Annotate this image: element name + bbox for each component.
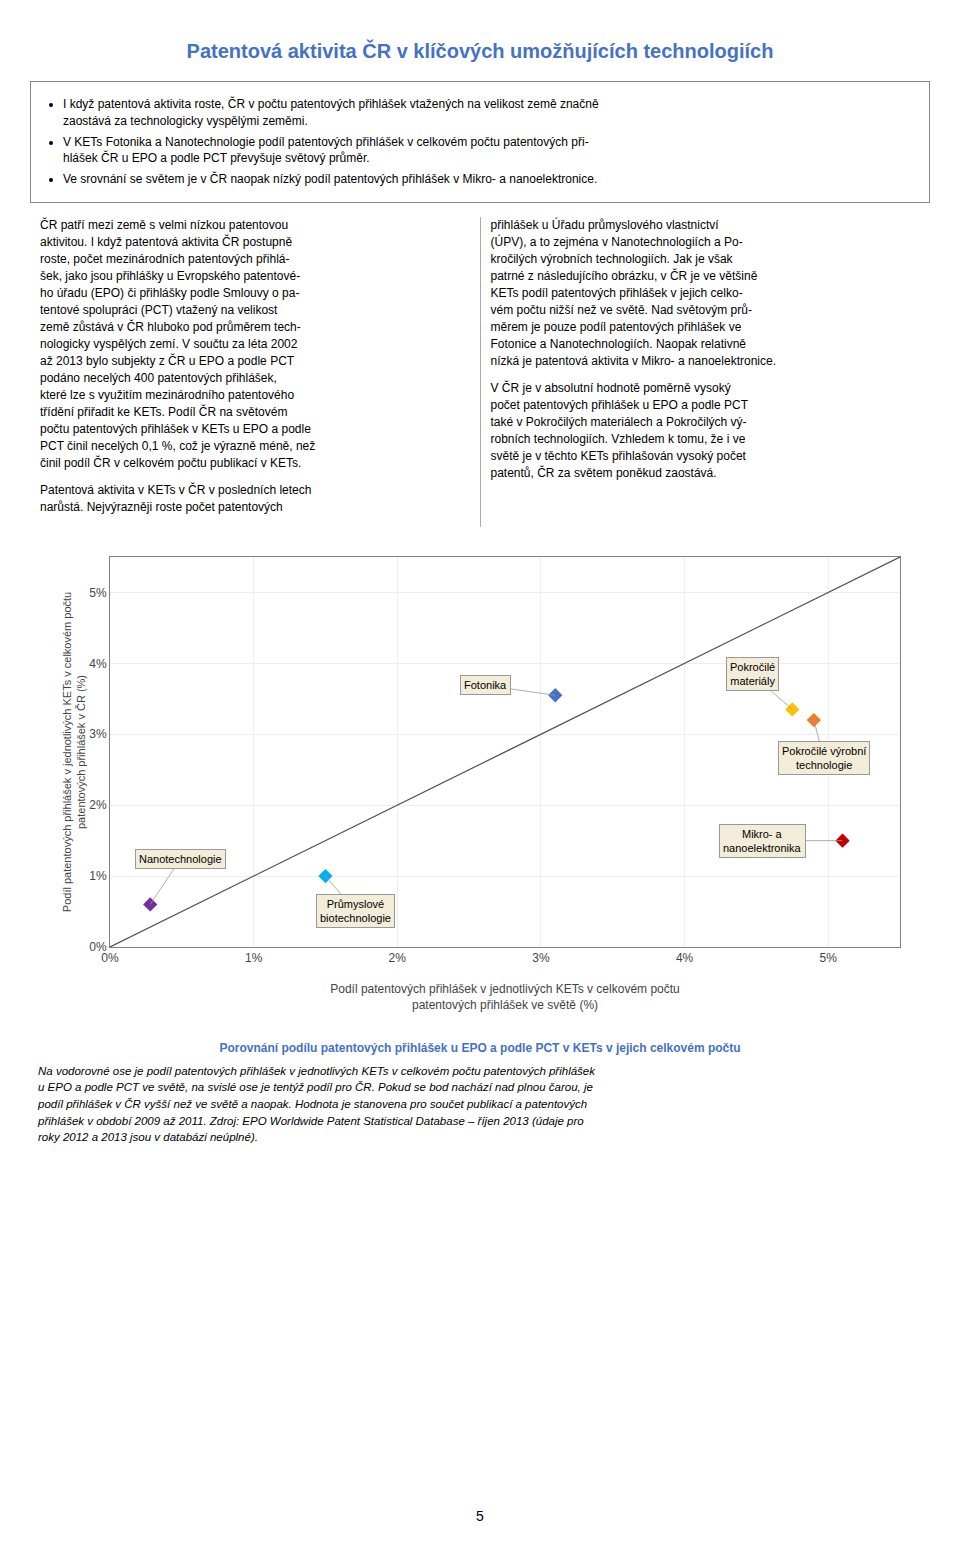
html-text:země zůstává v ČR hluboko pod: země zůstává v ČR hluboko pod průměrem t… — [40, 320, 301, 335]
svg-text:Průmyslovébiotechnologie: Průmyslovébiotechnologie — [320, 898, 391, 924]
html-text:také v Pokročilých materiálech: také v Pokročilých materiálech a Pokroči… — [490, 415, 747, 430]
svg-text:4%: 4% — [89, 656, 107, 670]
html-text:přihlášek v období 2009 až 201: přihlášek v období 2009 až 2011. Zdroj: … — [38, 1114, 584, 1127]
html-text:Na vodorovné ose je podíl pate: Na vodorovné ose je podíl patentových př… — [38, 1064, 595, 1077]
html-text:5: 5 — [476, 1508, 484, 1524]
html-text:patentů, ČR za světem poněkud: patentů, ČR za světem poněkud zaostává. — [490, 466, 717, 481]
svg-text:1%: 1% — [245, 951, 263, 965]
svg-text:3%: 3% — [532, 951, 550, 965]
html-text:V ČR je v absolutní hodnotě po: V ČR je v absolutní hodnotě poměrně vyso… — [490, 381, 731, 396]
svg-text:0%: 0% — [89, 940, 107, 954]
svg-text:Podíl patentových přihlášek v: Podíl patentových přihlášek v jednotlivý… — [330, 982, 680, 1012]
html-text:měrem je pouze podíl patentový: měrem je pouze podíl patentových přihláš… — [490, 320, 742, 335]
html-text:ho úřadu (EPO) či přihlášky po: ho úřadu (EPO) či přihlášky podle Smlouv… — [40, 286, 300, 301]
html-text:světě je v těchto KETs přihlaš: světě je v těchto KETs přihlašován vysok… — [490, 449, 746, 464]
svg-text:3%: 3% — [89, 727, 107, 741]
html-text:Porovnání podílu patentových p: Porovnání podílu patentových přihlášek u… — [219, 1040, 741, 1055]
svg-text:Fotonika: Fotonika — [464, 679, 507, 691]
html-text:kročilých výrobních technologi: kročilých výrobních technologiích. Jak j… — [490, 252, 733, 266]
svg-text:Mikro- ananoelektronika: Mikro- ananoelektronika — [723, 828, 802, 854]
html-text:počtu patentových přihlášek v: počtu patentových přihlášek v KETs u EPO… — [40, 422, 311, 437]
svg-text:5%: 5% — [89, 585, 107, 599]
html-text:ČR patří mezi země s velmi níz: ČR patří mezi země s velmi nízkou patent… — [40, 218, 289, 232]
html-text:třídění přiřadit ke KETs. Podí: třídění přiřadit ke KETs. Podíl ČR na sv… — [40, 405, 288, 420]
html-text:podíl přihlášek v ČR vyšší než: podíl přihlášek v ČR vyšší než ve světě … — [38, 1097, 588, 1110]
html-text:V KETs Fotonika a Nanotechnolo: V KETs Fotonika a Nanotechnologie podíl … — [63, 134, 589, 166]
html-text:činil podíl ČR v celkovém počt: činil podíl ČR v celkovém počtu publikac… — [40, 456, 302, 471]
html-text:přihlášek u Úřadu průmyslového: přihlášek u Úřadu průmyslového vlastnict… — [490, 218, 719, 232]
html-text:šek, jako jsou přihlášky u Evr: šek, jako jsou přihlášky u Evropského pa… — [40, 269, 301, 284]
html-text:I když patentová aktivita rost: I když patentová aktivita roste, ČR v po… — [63, 97, 599, 128]
svg-text:1%: 1% — [89, 869, 107, 883]
html-text:narůstá. Nejvýrazněji roste po: narůstá. Nejvýrazněji roste počet patent… — [40, 500, 283, 515]
svg-text:Pokročilémateriály: Pokročilémateriály — [730, 661, 775, 687]
html-text:které lze s využitím mezinárod: které lze s využitím mezinárodního paten… — [40, 388, 295, 403]
html-text:KETs podíl patentových přihláš: KETs podíl patentových přihlášek v jejic… — [490, 286, 743, 301]
svg-text:2%: 2% — [389, 951, 407, 965]
svg-text:Podíl patentových přihlášek v: Podíl patentových přihlášek v jednotlivý… — [61, 591, 87, 911]
html-text:nízká je patentová aktivita v: nízká je patentová aktivita v Mikro- a n… — [490, 354, 776, 369]
html-text:roky 2012 a 2013 jsou v databá: roky 2012 a 2013 jsou v databázi neúplné… — [38, 1131, 258, 1144]
svg-text:4%: 4% — [676, 951, 694, 965]
html-text:Fotonice a Nanotechnologiích.: Fotonice a Nanotechnologiích. Naopak rel… — [490, 337, 746, 352]
svg-text:Nanotechnologie: Nanotechnologie — [139, 853, 222, 865]
svg-text:Pokročilé výrobnítechnologie: Pokročilé výrobnítechnologie — [782, 745, 866, 771]
html-text:Patentová aktivita ČR v klíčov: Patentová aktivita ČR v klíčových umožňu… — [186, 40, 774, 62]
html-text:tentové spolupráci (PCT) vtaže: tentové spolupráci (PCT) vtažený na veli… — [40, 303, 278, 318]
html-text:aktivitou. I když patentová ak: aktivitou. I když patentová aktivita ČR … — [40, 235, 293, 249]
svg-text:2%: 2% — [89, 798, 107, 812]
svg-text:0%: 0% — [101, 951, 119, 965]
html-text:(ÚPV), a to zejména v Nanotech: (ÚPV), a to zejména v Nanotechnologiích … — [490, 235, 743, 249]
html-text:roste, počet mezinárodních pat: roste, počet mezinárodních patentových p… — [40, 252, 290, 266]
html-text:počet patentových přihlášek u: počet patentových přihlášek u EPO a podl… — [490, 398, 748, 413]
html-text:až 2013 bylo subjekty z ČR u E: až 2013 bylo subjekty z ČR u EPO a podle… — [40, 354, 295, 369]
html-text:robních technologiích. Vzhlede: robních technologiích. Vzhledem k tomu, … — [490, 432, 746, 447]
html-text:podáno necelých 400 patentovýc: podáno necelých 400 patentových přihláše… — [40, 371, 277, 386]
html-text:Ve srovnání se světem je v ČR: Ve srovnání se světem je v ČR naopak níz… — [63, 172, 598, 187]
html-text:vém počtu nižší než ve světě.: vém počtu nižší než ve světě. Nad světov… — [490, 303, 752, 318]
html-text:patrné z následujícího obrázku: patrné z následujícího obrázku, v ČR je … — [490, 269, 758, 284]
html-text:u EPO a podle PCT ve světě, na: u EPO a podle PCT ve světě, na svislé os… — [38, 1081, 593, 1094]
svg-text:5%: 5% — [820, 951, 838, 965]
html-text:PCT činil necelých 0,1 %, což: PCT činil necelých 0,1 %, což je výrazně… — [40, 439, 316, 454]
html-text:nologicky vyspělých zemí. V so: nologicky vyspělých zemí. V součtu za lé… — [40, 337, 298, 352]
html-text:Patentová aktivita v KETs v ČR: Patentová aktivita v KETs v ČR v posledn… — [40, 483, 312, 498]
